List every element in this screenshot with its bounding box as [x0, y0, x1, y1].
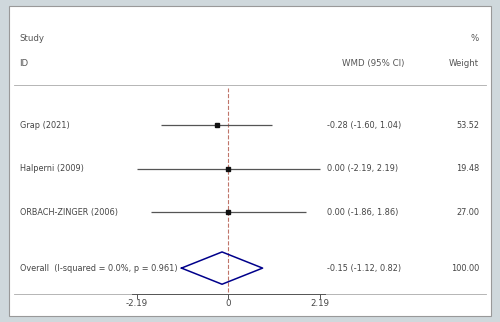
Text: -0.28 (-1.60, 1.04): -0.28 (-1.60, 1.04) [327, 121, 402, 130]
Text: -2.19: -2.19 [126, 299, 148, 308]
Text: 0: 0 [226, 299, 231, 308]
Text: Grap (2021): Grap (2021) [20, 121, 70, 130]
Text: Weight: Weight [449, 59, 479, 68]
Text: 19.48: 19.48 [456, 164, 479, 173]
Text: %: % [470, 34, 479, 43]
Text: 53.52: 53.52 [456, 121, 479, 130]
Text: WMD (95% CI): WMD (95% CI) [342, 59, 404, 68]
Text: -0.15 (-1.12, 0.82): -0.15 (-1.12, 0.82) [327, 264, 401, 273]
Text: 100.00: 100.00 [450, 264, 479, 273]
Text: Study: Study [20, 34, 44, 43]
Text: 27.00: 27.00 [456, 208, 479, 217]
Text: ORBACH-ZINGER (2006): ORBACH-ZINGER (2006) [20, 208, 117, 217]
Text: 0.00 (-2.19, 2.19): 0.00 (-2.19, 2.19) [327, 164, 398, 173]
Text: 0.00 (-1.86, 1.86): 0.00 (-1.86, 1.86) [327, 208, 398, 217]
Text: ID: ID [20, 59, 28, 68]
Text: 2.19: 2.19 [310, 299, 330, 308]
Text: Overall  (I-squared = 0.0%, p = 0.961): Overall (I-squared = 0.0%, p = 0.961) [20, 264, 177, 273]
Text: Halperni (2009): Halperni (2009) [20, 164, 84, 173]
